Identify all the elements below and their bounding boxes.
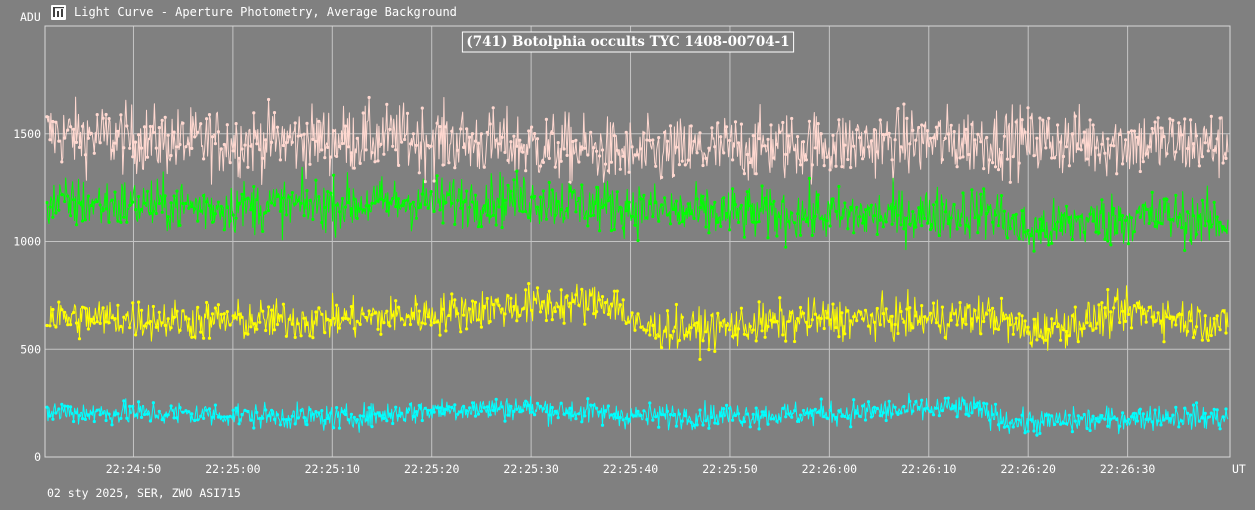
y-tick-label: 500 [20,342,41,356]
series-1-points [45,95,1228,184]
footer-info: 02 sty 2025, SER, ZWO ASI715 [47,486,241,500]
chart-glyph-icon [53,6,64,17]
x-tick-label: 22:26:10 [901,462,956,476]
series-layer [45,95,1229,437]
x-tick-label: 22:25:30 [503,462,558,476]
window-title-bar: Light Curve - Aperture Photometry, Avera… [51,3,457,21]
x-tick-label: 22:26:30 [1100,462,1155,476]
chart-title: (741) Botolphia occults TYC 1408-00704-1 [466,34,789,50]
x-axis-label: UT [1232,462,1246,476]
series-2 [45,166,1229,253]
y-axis-label: ADU [20,10,41,24]
series-1 [45,95,1229,185]
series-4 [45,392,1229,437]
axis-tick-labels: 0 500 1000 1500 22:24:50 22:25:00 22:25:10 22:2… [13,127,1155,476]
x-tick-label: 22:25:20 [404,462,459,476]
y-tick-label: 0 [34,450,41,464]
grid-lines [45,26,1230,457]
x-tick-label: 22:24:50 [106,462,161,476]
series-3-line [46,283,1229,360]
x-tick-label: 22:25:40 [603,462,658,476]
x-tick-label: 22:25:00 [205,462,260,476]
y-tick-label: 1500 [13,127,41,141]
series-2-line [46,166,1229,252]
x-tick-label: 22:25:10 [305,462,360,476]
x-tick-label: 22:25:50 [702,462,757,476]
x-tick-label: 22:26:20 [1000,462,1055,476]
series-3 [45,282,1229,361]
x-tick-label: 22:26:00 [802,462,857,476]
series-2-points [45,169,1228,253]
light-curve-app-icon[interactable] [51,4,66,20]
window-title: Light Curve - Aperture Photometry, Avera… [74,5,457,19]
series-4-line [46,392,1229,436]
chart-title-box: (741) Botolphia occults TYC 1408-00704-1 [461,31,795,53]
y-tick-label: 1000 [13,235,41,249]
series-1-line [46,96,1229,185]
plot-frame [44,25,1231,458]
